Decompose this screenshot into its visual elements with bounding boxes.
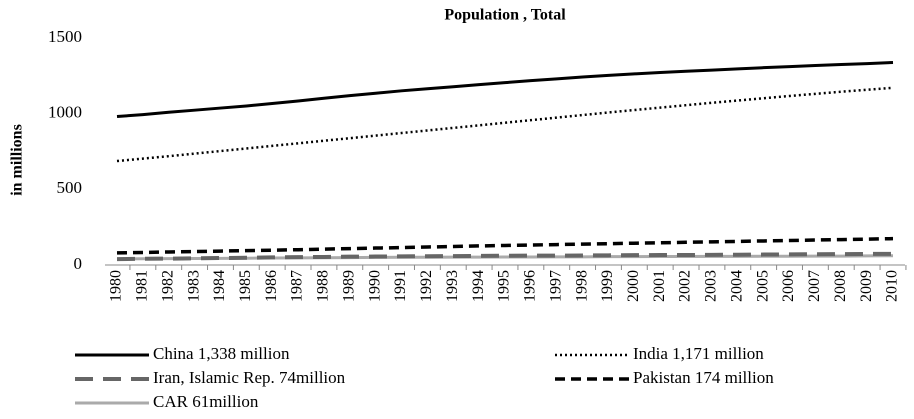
x-tick-label: 1999 — [599, 270, 616, 302]
y-tick-label: 0 — [74, 254, 83, 273]
x-tick-label: 2006 — [780, 270, 797, 302]
legend-label: CAR 61million — [153, 392, 259, 411]
x-tick-label: 2008 — [832, 270, 849, 302]
x-tick-label: 1984 — [211, 270, 228, 302]
x-tick-label: 2002 — [677, 270, 694, 302]
x-tick-label: 1987 — [289, 270, 306, 302]
y-tick-label: 500 — [57, 178, 83, 197]
x-tick-label: 1998 — [573, 270, 590, 302]
legend-label: India 1,171 million — [633, 344, 764, 363]
series-line — [116, 251, 894, 262]
x-tick-label: 1995 — [496, 270, 513, 302]
x-tick-label: 1986 — [263, 270, 280, 302]
series-line — [116, 61, 894, 119]
x-tick-label: 2001 — [651, 270, 668, 302]
x-tick-label: 1980 — [108, 270, 125, 302]
x-tick-label: 1981 — [134, 270, 151, 302]
x-tick-label: 1992 — [418, 270, 435, 302]
x-tick-label: 2005 — [754, 270, 771, 302]
legend-label: Pakistan 174 million — [633, 368, 774, 387]
x-tick-label: 1983 — [185, 270, 202, 302]
x-tick-label: 1988 — [315, 270, 332, 302]
y-tick-label: 1500 — [48, 27, 82, 46]
x-tick-label: 2009 — [858, 270, 875, 302]
x-tick-label: 1989 — [340, 270, 357, 302]
y-tick-label: 1000 — [48, 103, 82, 122]
x-tick-label: 1993 — [444, 270, 461, 302]
legend-label: China 1,338 million — [153, 344, 290, 363]
chart-title: Population , Total — [444, 7, 566, 24]
x-tick-label: 2003 — [703, 270, 720, 302]
series-line — [116, 86, 894, 163]
x-tick-label: 1996 — [522, 270, 539, 302]
x-tick-label: 2010 — [884, 270, 901, 302]
x-tick-label: 1997 — [547, 270, 564, 302]
x-tick-label: 1982 — [159, 270, 176, 302]
x-tick-label: 2007 — [806, 270, 823, 302]
legend-label: Iran, Islamic Rep. 74million — [153, 368, 346, 387]
x-tick-label: 2004 — [728, 270, 745, 302]
x-tick-label: 1990 — [366, 270, 383, 302]
x-tick-label: 1985 — [237, 270, 254, 302]
x-tick-label: 1994 — [470, 270, 487, 302]
y-axis-label: in millions — [9, 124, 26, 196]
x-tick-label: 1991 — [392, 270, 409, 302]
series-line — [116, 236, 894, 255]
x-tick-label: 2000 — [625, 270, 642, 302]
